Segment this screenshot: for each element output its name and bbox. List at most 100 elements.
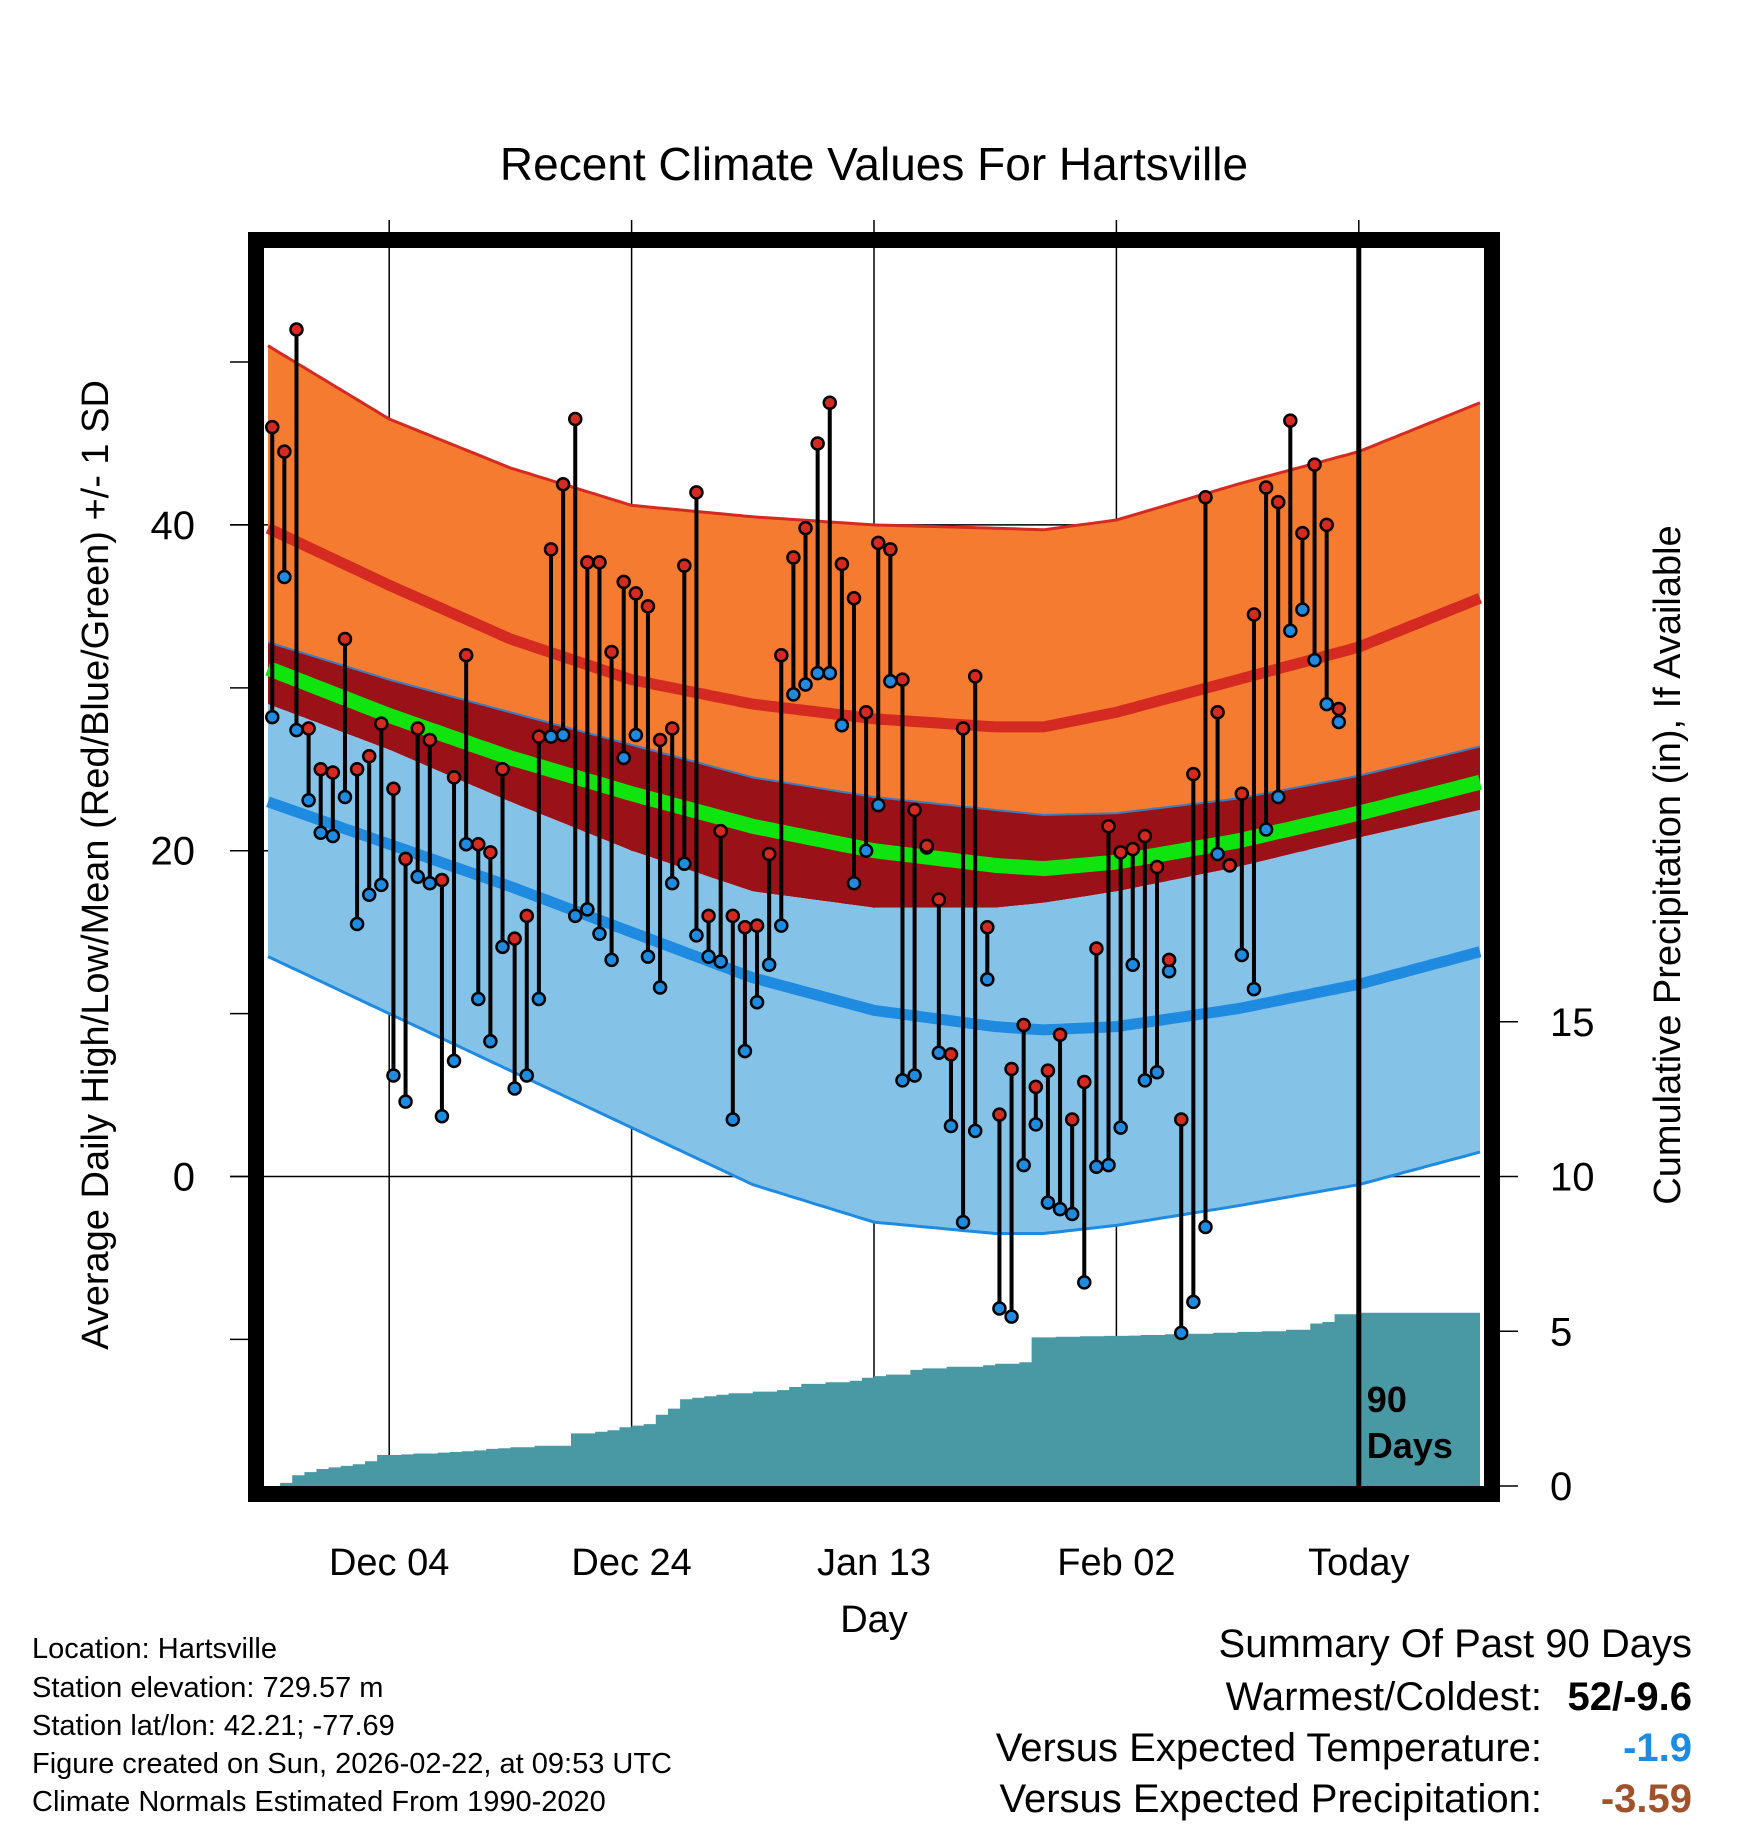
daily-high-point [1173,1112,1189,1127]
daily-high-point [955,721,971,736]
daily-high-point [543,542,559,557]
daily-low-point [398,1094,413,1109]
daily-low-point [1149,1064,1165,1080]
y-tick-label: 0 [173,1156,195,1200]
daily-low-point [337,789,353,805]
daily-high-point [446,770,462,785]
summary-precip-value: -3.59 [1600,1777,1692,1821]
daily-low-point [531,991,547,1007]
daily-low-point [907,1068,922,1083]
daily-high-point [967,669,983,684]
daily-low-point [1331,714,1347,730]
daily-low-point [664,876,680,891]
daily-low-point [301,792,316,808]
daily-low-point [883,674,898,689]
daily-low-point [834,718,850,733]
daily-high-point [846,590,862,606]
daily-low-point [1113,1120,1128,1135]
daily-high-point [1307,457,1322,472]
daily-high-point [555,476,571,492]
normal-bands [265,344,1483,1235]
daily-low-point [495,939,510,955]
daily-low-point [967,1123,983,1139]
summary-title: Summary Of Past 90 Days [1218,1622,1692,1666]
daily-low-point [264,709,280,725]
axes: Dec 04 Dec 24 Jan 13 Feb 02 Today 0 20 40 0 5 10 15 [151,361,1595,1584]
daily-high-point [495,762,510,777]
daily-high-point [264,419,280,435]
daily-low-point [580,902,595,917]
daily-high-point [507,931,522,946]
daily-low-point [1198,1219,1213,1235]
daily-high-point [1161,952,1177,968]
daily-low-point [567,908,583,924]
daily-high-point [386,781,401,797]
daily-high-point [1295,525,1310,541]
daily-low-point [410,869,425,885]
daily-high-point [883,542,898,557]
summary-temp-label: Versus Expected Temperature: [995,1726,1542,1770]
daily-low-point [1089,1159,1104,1174]
info-normals: Climate Normals Estimated From 1990-2020 [32,1786,606,1818]
daily-low-point [592,926,607,942]
daily-high-point [822,395,838,410]
daily-high-point [810,436,825,451]
daily-high-point [519,908,535,924]
daily-high-point [664,721,680,736]
daily-high-point [434,872,450,888]
daily-high-point [1198,489,1213,505]
daily-high-point [737,920,753,935]
daily-low-point [870,797,886,813]
daily-high-point [1064,1112,1080,1127]
daily-high-point [1052,1027,1068,1043]
y-tick-label: 20 [151,830,196,874]
daily-high-point [1319,517,1334,533]
daily-low-point [1210,846,1225,862]
daily-high-point [786,550,801,565]
daily-high-point [943,1047,959,1062]
daily-high-point [1016,1017,1031,1033]
daily-low-point [1246,981,1262,997]
y2-tick-label: 5 [1550,1310,1572,1354]
daily-low-point [422,876,438,891]
daily-low-point [1173,1325,1189,1341]
daily-high-point [483,845,498,860]
daily-low-point [374,877,389,893]
daily-high-point [1270,494,1286,510]
precip-area [268,1312,1480,1486]
daily-high-point [1149,859,1165,875]
y2-axis-label: Cumulative Precipitation (in), If Availa… [1647,525,1689,1204]
info-created: Figure created on Sun, 2026-02-22, at 09… [32,1748,672,1780]
daily-low-point [955,1214,971,1230]
summary-temp: Versus Expected Temperature: -1.9 [996,1726,1692,1771]
daily-high-point [701,908,716,924]
daily-low-point [1234,947,1250,963]
daily-high-point [834,556,850,572]
daily-low-point [689,928,704,943]
y2-tick-label: 10 [1550,1156,1595,1200]
daily-high-point [652,732,668,748]
daily-high-point [531,729,547,744]
x-tick-label: Feb 02 [1057,1542,1175,1584]
precip-fill [268,1312,1480,1486]
daily-high-point [1028,1079,1044,1095]
daily-low-point [652,980,668,995]
low-sd-band [268,704,1480,1234]
daily-high-point [458,647,474,663]
daily-low-point [1004,1309,1019,1324]
daily-low-point [1101,1157,1116,1173]
daily-low-point [1258,822,1274,837]
daily-low-point [1137,1073,1153,1088]
daily-high-point [1210,705,1225,720]
low-sd-lower-line [267,955,1481,1235]
daily-high-point [374,716,389,731]
today-note-line1: 90 [1367,1379,1407,1420]
daily-low-point [361,887,377,902]
chart-title: Recent Climate Values For Hartsville [500,138,1248,190]
plot-frame [248,232,1500,1502]
info-elevation: Station elevation: 729.57 m [32,1672,384,1704]
daily-high-point [398,851,413,867]
daily-high-point [277,444,292,459]
daily-low-point [616,750,631,766]
daily-high-point [313,762,328,777]
